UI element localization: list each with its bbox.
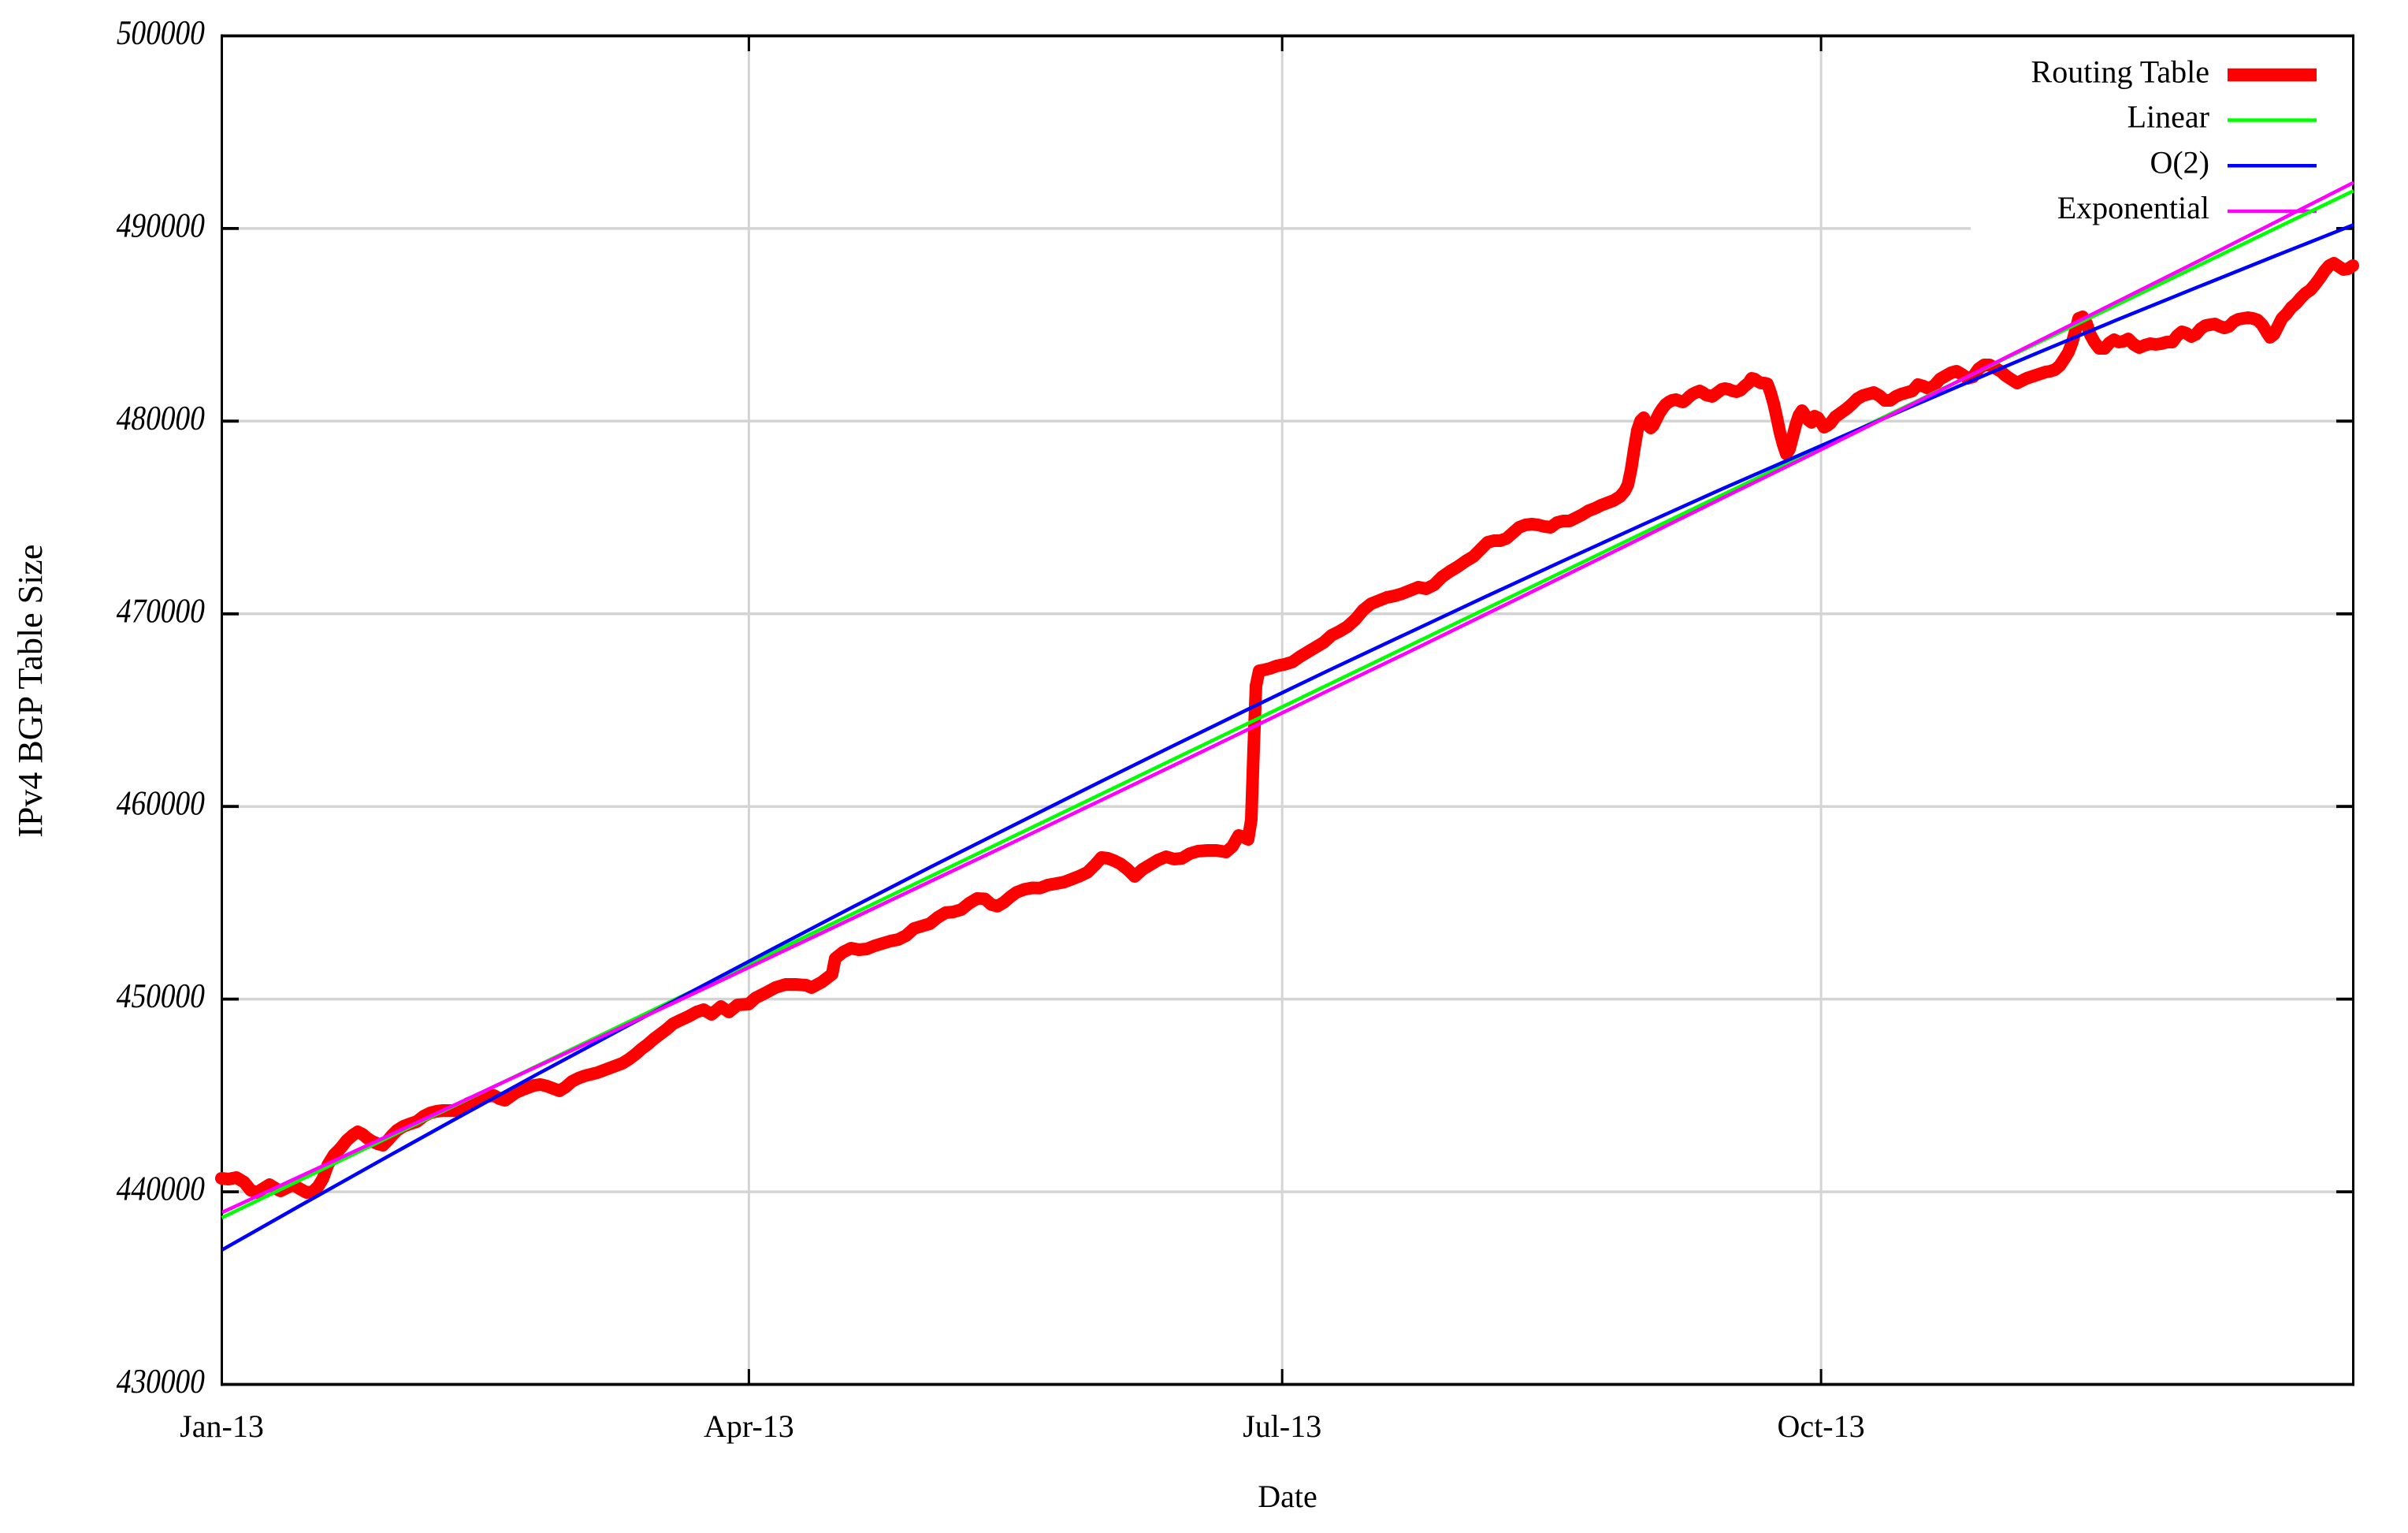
svg-text:Linear: Linear [2127,99,2209,135]
svg-text:Apr-13: Apr-13 [704,1408,794,1444]
svg-text:O(2): O(2) [2150,144,2209,180]
svg-text:470000: 470000 [113,592,208,631]
svg-text:460000: 460000 [113,784,208,823]
svg-text:480000: 480000 [113,399,208,437]
svg-text:Exponential: Exponential [2057,190,2209,225]
svg-text:440000: 440000 [113,1170,208,1208]
svg-text:Routing Table: Routing Table [2031,54,2209,90]
svg-text:IPv4 BGP Table Size: IPv4 BGP Table Size [11,545,50,838]
svg-text:Jul-13: Jul-13 [1243,1408,1321,1444]
svg-text:450000: 450000 [113,977,208,1015]
svg-text:Oct-13: Oct-13 [1778,1408,1865,1444]
svg-text:430000: 430000 [113,1362,208,1401]
svg-text:Jan-13: Jan-13 [180,1408,264,1444]
svg-text:500000: 500000 [113,13,208,52]
svg-text:Date: Date [1258,1479,1317,1514]
svg-text:490000: 490000 [113,207,208,245]
